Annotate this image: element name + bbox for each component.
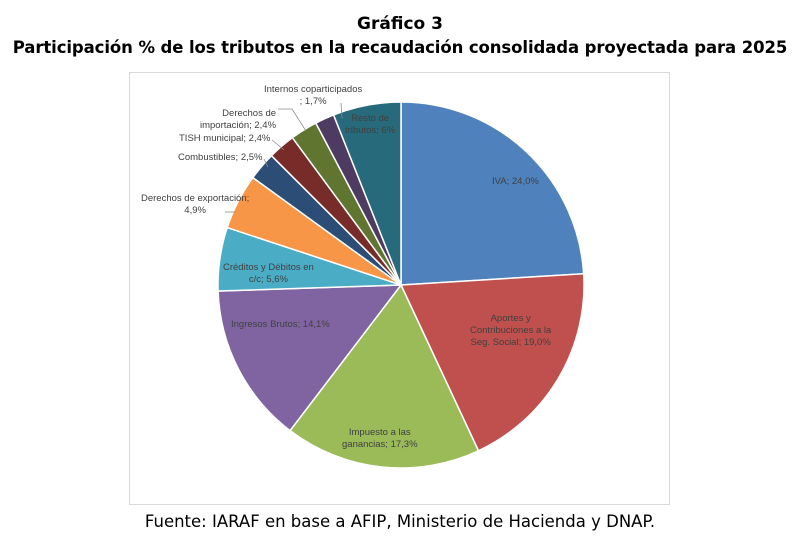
slice-label: Internos coparticipados; 1,7% [264, 84, 362, 108]
pie-slice [332, 101, 402, 286]
slice-label: IVA; 24,0% [492, 176, 539, 188]
slice-label-line: Internos coparticipados [264, 84, 363, 95]
pie-slice [399, 272, 585, 452]
slice-label-line: c/c; 5,6% [248, 274, 288, 285]
slice-label-line: Combustibles; 2,5% [178, 152, 263, 163]
slice-label: Derechos de importación; 2,4% [200, 108, 276, 132]
slice-label-line: Aportes y [490, 313, 531, 324]
pie-slice [400, 101, 585, 286]
slice-label: Combustibles; 2,5% [178, 152, 262, 164]
chart-subtitle: Participación % de los tributos en la re… [12, 38, 788, 57]
slice-label: Impuesto a las ganancias; 17,3% [342, 427, 418, 451]
slice-label-line: IVA; 24,0% [492, 176, 539, 187]
slice-label-line: Resto de [351, 113, 390, 124]
slice-label-line: Créditos y Débitos en [223, 262, 314, 273]
slice-label-line: importación; 2,4% [200, 120, 277, 131]
slice-label: Ingresos Brutos; 14,1% [231, 319, 330, 331]
slice-label-line: TISH municipal; 2,4% [179, 133, 271, 144]
slice-label: Créditos y Débitos en c/c; 5,6% [223, 262, 314, 286]
leader-line [271, 139, 285, 151]
pie-slice [289, 283, 480, 469]
leader-lines [225, 102, 343, 213]
chart-title: Gráfico 3 [357, 14, 443, 34]
slice-label-line: ; 1,7% [299, 96, 327, 107]
slice-label: Derechos de exportación; 4,9% [141, 193, 249, 217]
leader-line [278, 108, 307, 132]
pie-slice [217, 284, 403, 432]
slice-label-line: Ingresos Brutos; 14,1% [231, 319, 330, 330]
slice-label-line: Impuesto a las [348, 427, 411, 438]
slice-label-line: 4,9% [184, 205, 206, 216]
chart-area [129, 72, 670, 505]
slice-label: TISH municipal; 2,4% [179, 133, 270, 145]
slice-label-line: Contribuciones a la [470, 325, 552, 336]
leader-line [340, 102, 343, 119]
pie-slices [217, 101, 585, 469]
slice-label-line: tributos; 6% [345, 125, 396, 136]
slice-label: Resto de tributos; 6% [345, 113, 395, 137]
slice-label-line: ganancias; 17,3% [342, 439, 418, 450]
leader-line [263, 158, 269, 168]
slice-label-line: Derechos de [222, 108, 277, 119]
slice-label-line: Derechos de exportación; [141, 193, 250, 204]
source-note: Fuente: IARAF en base a AFIP, Ministerio… [144, 512, 656, 531]
slice-label: Aportes y Contribuciones a la Seg. Social;… [470, 313, 551, 349]
slice-label-line: Seg. Social; 19,0% [470, 337, 551, 348]
